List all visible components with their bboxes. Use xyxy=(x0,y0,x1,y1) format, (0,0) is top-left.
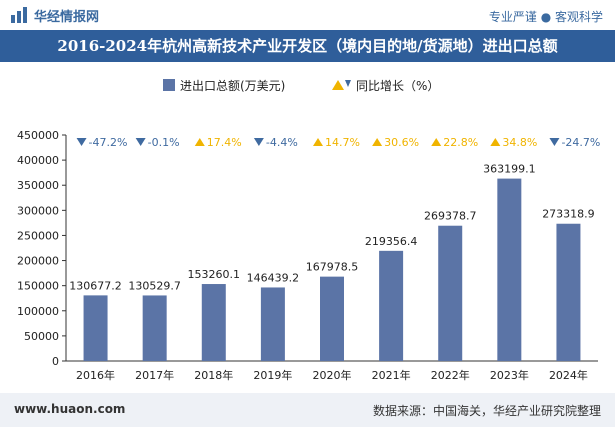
bar-chart: 进出口总额(万美元) 同比增长（%） 0 50000 100000 150000 200… xyxy=(17,79,600,382)
y-tick-label: 350000 xyxy=(17,179,59,192)
bar-value-label: 153260.1 xyxy=(188,268,241,281)
yoy-value-label: 17.4% xyxy=(207,136,242,149)
title-bar: 2016-2024年杭州高新技术产业开发区（境内目的地/货源地）进出口总额 xyxy=(0,30,615,62)
data-source: 数据来源：中国海关，华经产业研究院整理 xyxy=(372,404,601,418)
y-tick-label: 300000 xyxy=(17,204,59,217)
bar xyxy=(142,295,167,361)
bar xyxy=(260,287,285,361)
yoy-value-label: 22.8% xyxy=(443,136,478,149)
bar-value-label: 363199.1 xyxy=(483,163,536,176)
y-tick-label: 0 xyxy=(52,355,59,368)
bar xyxy=(201,284,226,361)
yoy-value-label: -47.2% xyxy=(89,136,128,149)
bar-value-label: 219356.4 xyxy=(365,235,418,248)
logo-icon xyxy=(11,7,27,23)
y-tick-label: 250000 xyxy=(17,229,59,242)
brand-name: 华经情报网 xyxy=(34,9,100,25)
bar xyxy=(83,295,108,361)
yoy-down-triangle-icon xyxy=(76,138,87,146)
x-tick-label: 2023年 xyxy=(490,368,529,382)
yoy-value-label: -24.7% xyxy=(561,136,600,149)
bar-value-labels: 130677.2 130529.7 153260.1 146439.2 167978.5… xyxy=(69,163,594,293)
yoy-down-triangle-icon xyxy=(253,138,264,146)
x-tick-label: 2024年 xyxy=(549,368,588,382)
x-tick-label: 2021年 xyxy=(372,368,411,382)
legend-bar-swatch xyxy=(163,79,175,91)
bar xyxy=(379,250,404,361)
bar xyxy=(320,276,344,361)
y-tick-label: 450000 xyxy=(17,129,59,142)
x-tick-label: 2019年 xyxy=(253,368,292,382)
legend-label-total: 进出口总额(万美元) xyxy=(180,79,285,93)
yoy-up-triangle-icon xyxy=(313,138,323,146)
x-tick-label: 2017年 xyxy=(135,368,174,382)
yoy-value-label: 34.8% xyxy=(502,136,537,149)
y-tick-label: 400000 xyxy=(17,154,59,167)
bar-value-label: 269378.7 xyxy=(424,210,477,223)
yoy-up-triangle-icon xyxy=(490,138,501,146)
bars xyxy=(83,178,581,361)
website-link[interactable]: www.huaon.com xyxy=(14,402,126,416)
legend-label-yoy: 同比增长（%） xyxy=(356,79,439,93)
footer: www.huaon.com 数据来源：中国海关，华经产业研究院整理 xyxy=(0,393,615,427)
y-tick-label: 50000 xyxy=(24,330,59,343)
bar xyxy=(497,178,522,361)
yoy-down-triangle-icon xyxy=(135,138,146,146)
tagline: 专业严谨 ● 客观科学 xyxy=(488,10,603,24)
bar xyxy=(556,223,581,361)
top-bar: 华经情报网 专业严谨 ● 客观科学 xyxy=(0,0,615,30)
yoy-row: -47.2% -0.1% 17.4% -4.4% 14.7% 30.6% 22.8% 34.8… xyxy=(76,136,600,149)
x-tick-label: 2020年 xyxy=(313,368,352,382)
yoy-value-label: -4.4% xyxy=(266,136,298,149)
axes: 0 50000 100000 150000 200000 250000 300000 3500… xyxy=(17,129,598,368)
bar-value-label: 167978.5 xyxy=(306,261,359,274)
y-tick-label: 200000 xyxy=(17,255,59,268)
y-tick-label: 150000 xyxy=(17,280,59,293)
y-tick-label: 100000 xyxy=(17,305,59,318)
bar-value-label: 273318.9 xyxy=(542,208,595,221)
yoy-up-triangle-icon xyxy=(431,138,442,146)
legend-up-triangle-icon xyxy=(332,80,344,90)
legend-down-triangle-icon xyxy=(345,80,351,87)
yoy-value-label: -0.1% xyxy=(148,136,180,149)
bar-value-label: 146439.2 xyxy=(247,271,300,284)
brand-logo: 华经情报网 xyxy=(10,5,99,25)
x-axis-labels: 2016年 2017年 2018年 2019年 2020年 2021年 2022年 2023年… xyxy=(76,368,588,382)
yoy-down-triangle-icon xyxy=(549,138,560,146)
bar-value-label: 130677.2 xyxy=(69,279,122,292)
bar xyxy=(438,225,463,361)
chart-title: 2016-2024年杭州高新技术产业开发区（境内目的地/货源地）进出口总额 xyxy=(57,37,558,55)
x-tick-label: 2022年 xyxy=(431,368,470,382)
legend: 进出口总额(万美元) 同比增长（%） xyxy=(163,79,439,93)
bar-value-label: 130529.7 xyxy=(128,279,181,292)
yoy-value-label: 30.6% xyxy=(384,136,419,149)
yoy-up-triangle-icon xyxy=(372,138,383,146)
x-tick-label: 2016年 xyxy=(76,368,115,382)
yoy-value-label: 14.7% xyxy=(325,136,360,149)
yoy-up-triangle-icon xyxy=(194,138,205,146)
x-tick-label: 2018年 xyxy=(194,368,233,382)
